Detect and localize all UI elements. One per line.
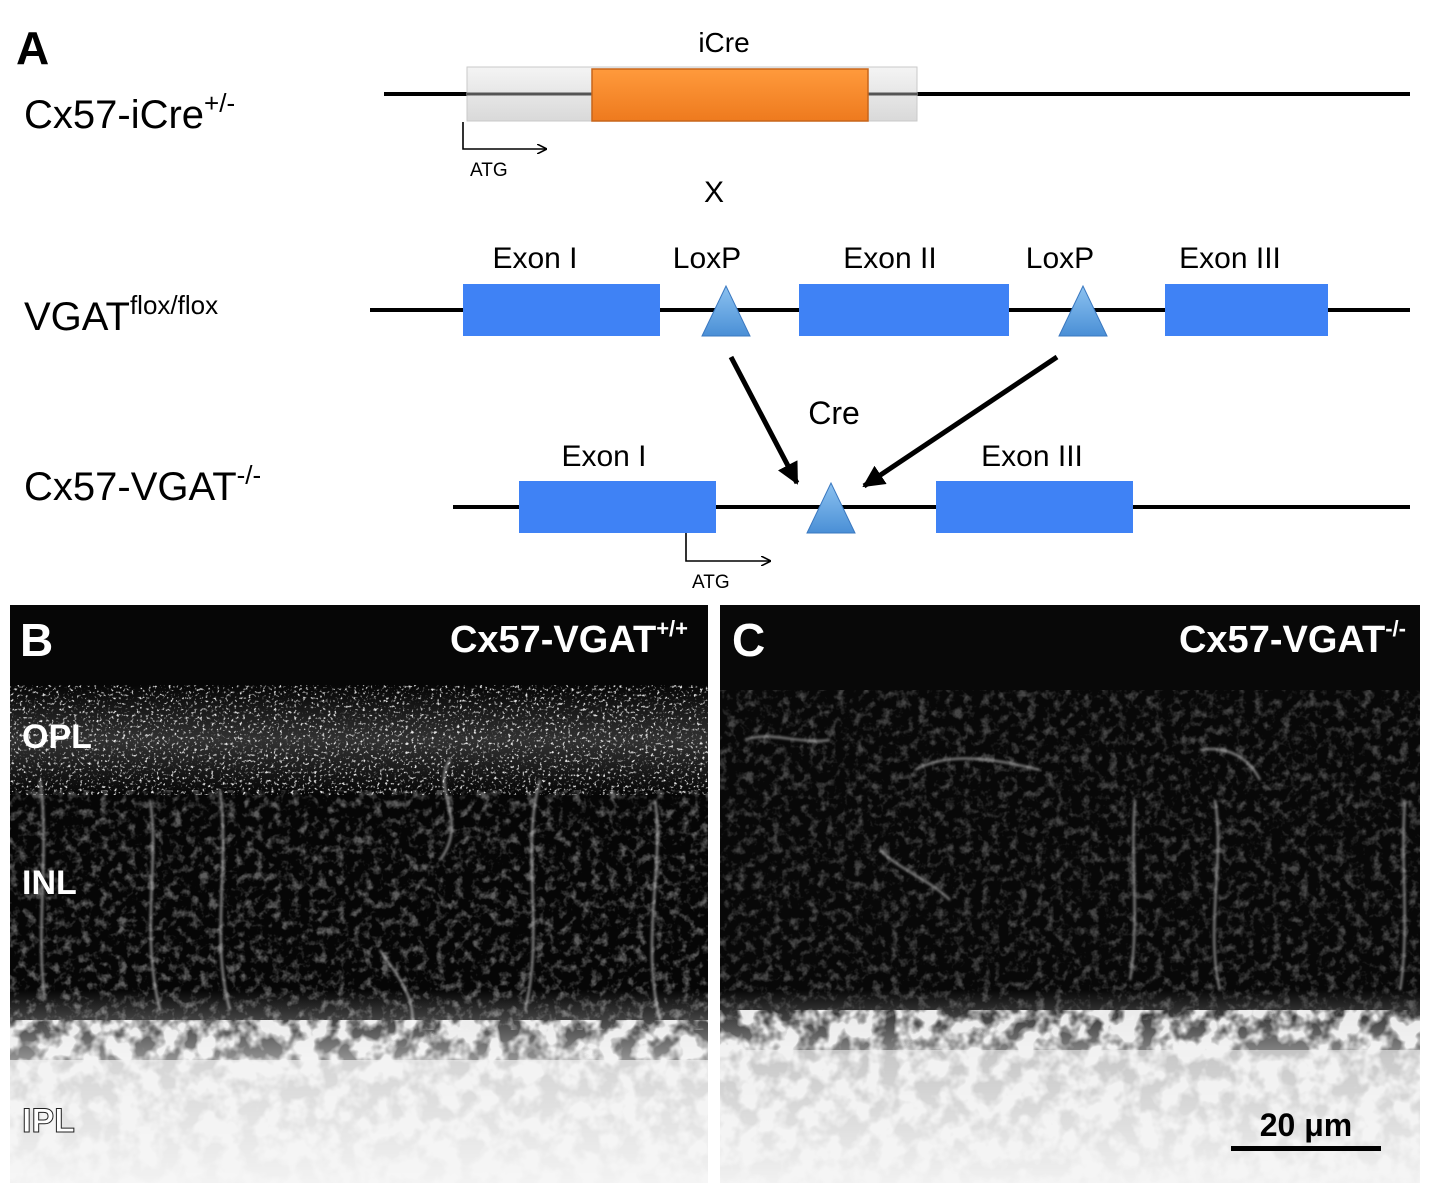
flox-exon-1-label: Exon I	[492, 242, 577, 275]
ko-exon-1	[519, 481, 716, 533]
icre-label: iCre	[698, 27, 749, 58]
loxp-label-2: LoxP	[1026, 242, 1094, 275]
panel-b-opl-speckle	[10, 685, 708, 795]
flox-allele-label: VGATflox/flox	[24, 290, 218, 339]
scale-bar	[1231, 1146, 1381, 1151]
panel-c-process-6	[1399, 799, 1406, 991]
panel-b-process-6	[439, 759, 453, 861]
panel-b-process-5	[39, 779, 46, 1001]
panel-c-process-1	[744, 735, 831, 742]
atg-label-bottom: ATG	[692, 572, 730, 593]
atg-arrow-bottom	[685, 533, 770, 561]
panel-c-process-4	[1129, 799, 1136, 981]
cre-allele-name: Cx57-iCre	[24, 93, 204, 137]
panel-c-upper-speckle	[720, 690, 1420, 1020]
flox-exon-2-label: Exon II	[843, 242, 936, 275]
scale-bar-label: 20 μm	[1260, 1107, 1353, 1143]
ko-exon-3-label: Exon III	[981, 440, 1083, 473]
loxp-site-1	[701, 284, 751, 337]
ko-allele-superscript: -/-	[237, 460, 262, 490]
panel-c-label: C	[732, 614, 765, 666]
panel-b-processes	[39, 759, 661, 1041]
panel-b-process-1	[149, 799, 161, 1011]
panel-c-title: Cx57-VGAT-/-	[1179, 616, 1406, 661]
panel-c-process-5	[1213, 799, 1221, 991]
cre-allele-superscript: +/-	[204, 88, 235, 118]
panel-c-processes	[744, 735, 1406, 991]
cross-symbol: X	[704, 176, 724, 209]
ko-exon-3	[936, 481, 1133, 533]
ko-exon-1-label: Exon I	[561, 440, 646, 473]
panel-b-title: Cx57-VGAT+/+	[450, 616, 688, 661]
cre-allele-label: Cx57-iCre+/-	[24, 88, 235, 137]
icre-cassette	[591, 68, 869, 122]
ko-allele-label: Cx57-VGAT-/-	[24, 460, 261, 509]
layer-label-ipl: IPL	[22, 1102, 75, 1140]
flox-exon-2	[799, 284, 1009, 336]
recombination-arrow-left	[728, 355, 800, 485]
panel-c-process-3	[1199, 748, 1261, 781]
panel-c-title-name: Cx57-VGAT	[1179, 619, 1385, 661]
panel-c-process-2	[914, 757, 1041, 771]
flox-exon-3	[1165, 284, 1328, 336]
panel-b: B Cx57-VGAT+/+ OPL INL IPL	[10, 605, 708, 1183]
panel-c-process-7	[879, 849, 951, 901]
loxp-site-2	[1058, 284, 1108, 337]
ko-allele-name: Cx57-VGAT	[24, 465, 237, 509]
flox-exon-3-label: Exon III	[1179, 242, 1281, 275]
flox-allele-superscript: flox/flox	[130, 290, 218, 320]
panel-c-title-superscript: -/-	[1385, 616, 1406, 641]
panel-c-ipl-fill	[720, 1050, 1420, 1183]
panel-b-process-2	[219, 789, 231, 1011]
recombination-arrow-right	[862, 354, 1059, 489]
panel-b-title-superscript: +/+	[656, 616, 688, 641]
panel-b-label: B	[20, 614, 53, 666]
loxp-label-1: LoxP	[673, 242, 741, 275]
atg-label-top: ATG	[470, 160, 508, 181]
panel-b-title-name: Cx57-VGAT	[450, 619, 656, 661]
panel-a-label: A	[16, 22, 49, 74]
layer-label-opl: OPL	[22, 718, 92, 756]
flox-exon-1	[463, 284, 660, 336]
loxp-site-remaining	[806, 481, 856, 534]
panel-b-process-3	[524, 779, 541, 1011]
flox-allele-name: VGAT	[24, 295, 130, 339]
panel-c: C Cx57-VGAT-/- 20 μm	[720, 605, 1420, 1183]
panel-b-ipl-fill	[10, 1060, 708, 1183]
panel-a: A Cx57-iCre+/- iCre ATG X VGATflox/flox …	[16, 22, 1410, 593]
layer-label-inl: INL	[22, 864, 77, 902]
cre-label: Cre	[808, 395, 860, 431]
atg-arrow-top	[462, 122, 546, 149]
